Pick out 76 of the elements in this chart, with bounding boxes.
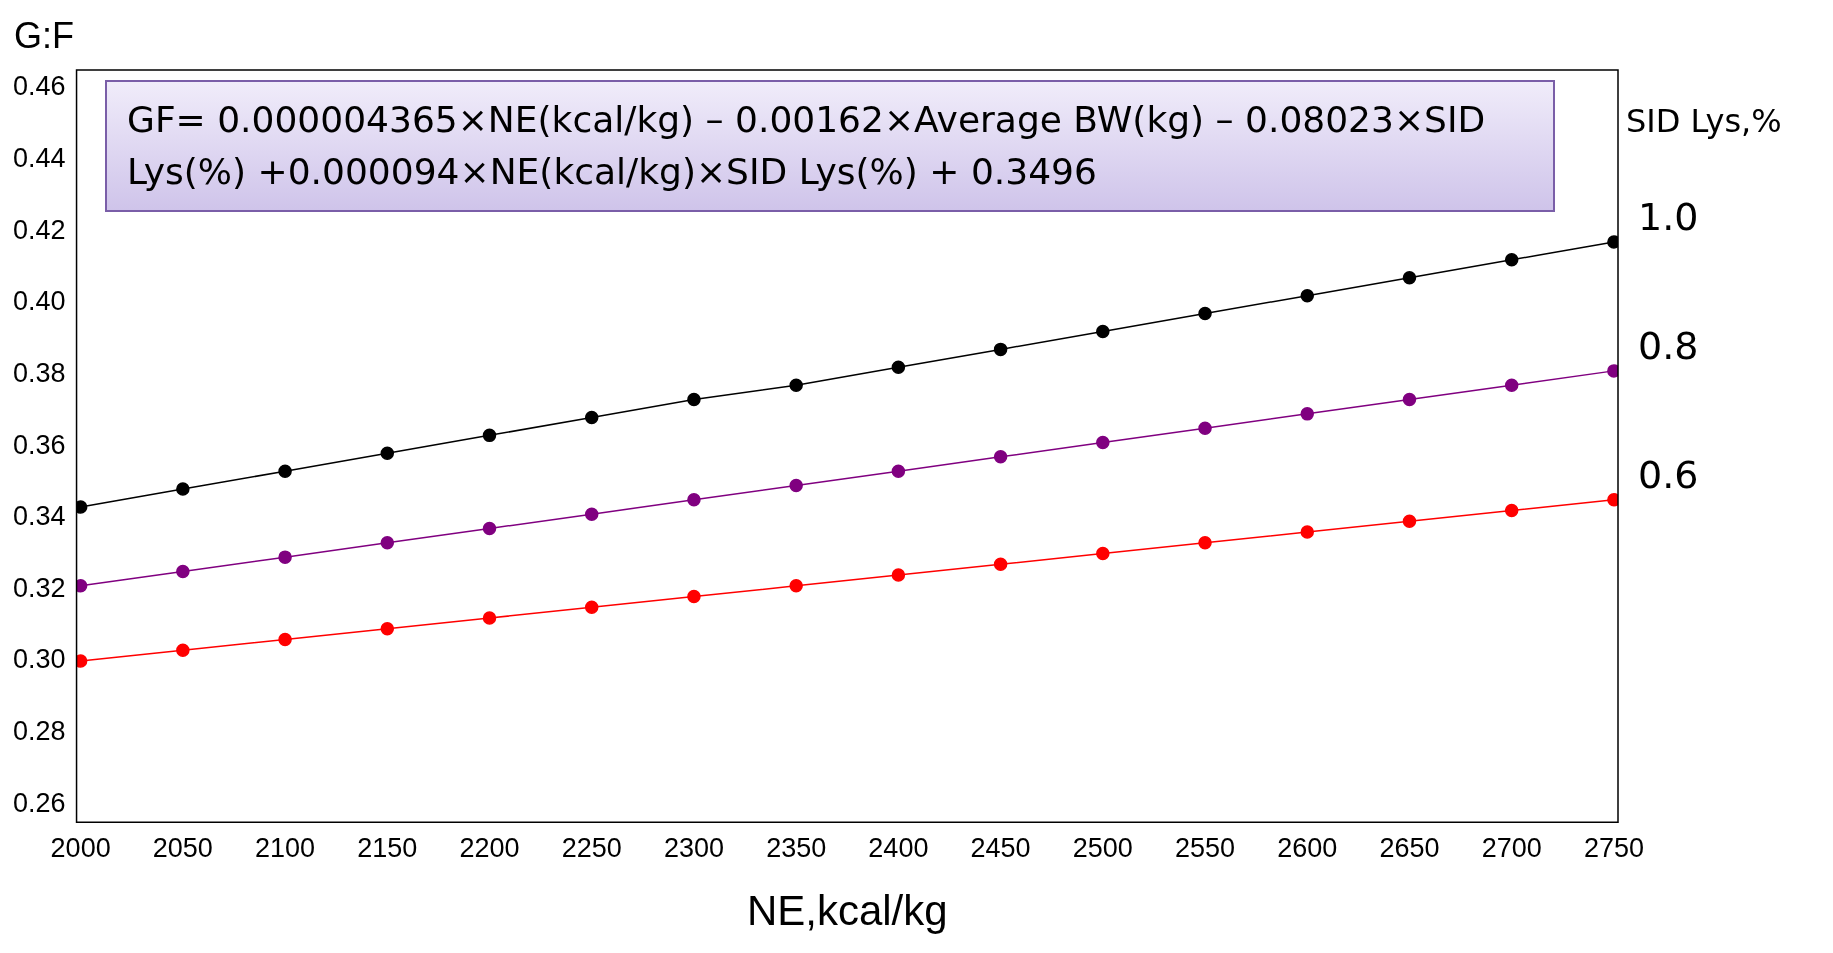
legend-title: SID Lys,% bbox=[1626, 102, 1782, 140]
point bbox=[687, 392, 701, 407]
x-tick-label: 2300 bbox=[663, 832, 724, 863]
point bbox=[1402, 271, 1417, 285]
x-tick-label: 2150 bbox=[357, 832, 418, 863]
y-tick-label: 0.44 bbox=[12, 143, 66, 173]
y-tick-label: 0.34 bbox=[12, 501, 66, 532]
x-tick-label: 2600 bbox=[1277, 832, 1338, 863]
point bbox=[789, 378, 803, 392]
point bbox=[1096, 546, 1110, 561]
series-label: 0.8 bbox=[1638, 323, 1699, 368]
point bbox=[1300, 407, 1315, 421]
x-tick-label: 2750 bbox=[1583, 832, 1644, 863]
y-tick-label: 0.30 bbox=[12, 644, 66, 675]
y-tick-label: 0.28 bbox=[12, 716, 66, 747]
point bbox=[993, 450, 1008, 464]
y-tick-label: 0.32 bbox=[12, 572, 66, 603]
x-tick-label: 2000 bbox=[50, 832, 111, 863]
point bbox=[482, 428, 497, 443]
point bbox=[176, 482, 190, 496]
y-tick-label: 0.26 bbox=[12, 787, 66, 818]
point bbox=[891, 568, 906, 582]
point bbox=[584, 600, 599, 615]
point bbox=[380, 446, 395, 461]
point bbox=[1504, 378, 1519, 392]
point bbox=[176, 643, 190, 658]
point bbox=[1198, 536, 1212, 550]
point bbox=[1402, 392, 1417, 407]
series-label: 0.6 bbox=[1638, 452, 1699, 497]
x-tick-label: 2500 bbox=[1072, 832, 1133, 863]
point bbox=[789, 579, 803, 593]
point bbox=[1300, 288, 1315, 303]
point bbox=[789, 478, 803, 493]
point bbox=[380, 536, 395, 550]
x-tick-label: 2650 bbox=[1379, 832, 1440, 863]
point bbox=[176, 564, 190, 579]
point bbox=[1300, 525, 1315, 539]
point bbox=[482, 521, 497, 536]
y-tick-label: 0.46 bbox=[12, 71, 66, 102]
x-axis-title: NE,kcal/kg bbox=[746, 887, 948, 935]
series-label: 1.0 bbox=[1638, 194, 1699, 239]
point bbox=[1096, 324, 1110, 339]
point bbox=[687, 493, 701, 507]
x-tick-label: 2200 bbox=[459, 832, 520, 863]
point bbox=[278, 550, 292, 564]
point bbox=[687, 589, 701, 604]
x-tick-label: 2250 bbox=[561, 832, 622, 863]
point bbox=[584, 410, 599, 425]
x-tick-label: 2050 bbox=[152, 832, 213, 863]
point bbox=[380, 622, 395, 636]
x-tick-label: 2550 bbox=[1175, 832, 1236, 863]
y-axis-title: G:F bbox=[14, 15, 74, 56]
point bbox=[993, 557, 1008, 572]
point bbox=[1402, 514, 1417, 529]
point bbox=[278, 632, 292, 647]
point bbox=[891, 360, 906, 375]
y-tick-label: 0.40 bbox=[12, 286, 66, 317]
point bbox=[1096, 435, 1110, 450]
point bbox=[891, 464, 906, 478]
point bbox=[1504, 253, 1519, 267]
x-tick-label: 2350 bbox=[766, 832, 827, 863]
x-tick-label: 2400 bbox=[868, 832, 929, 863]
point bbox=[584, 507, 599, 521]
point bbox=[278, 464, 292, 478]
x-tick-label: 2100 bbox=[255, 832, 316, 863]
y-tick-label: 0.36 bbox=[12, 429, 66, 460]
y-tick-label: 0.38 bbox=[12, 357, 66, 388]
annotation: GF= 0.000004365×NE(kcal/kg) – 0.00162×Average BW(kg) – 0.08023×SID Lys(%) +0.000094×NE(kcal/kg)×SID Lys(%) + 0.3496 bbox=[127, 98, 1487, 195]
x-tick-label: 2450 bbox=[970, 832, 1031, 863]
point bbox=[1198, 421, 1212, 435]
point bbox=[1504, 503, 1519, 518]
point bbox=[482, 611, 497, 625]
point bbox=[993, 342, 1008, 357]
y-tick-label: 0.42 bbox=[12, 214, 66, 245]
point bbox=[1198, 306, 1212, 321]
x-tick-label: 2700 bbox=[1481, 832, 1542, 863]
